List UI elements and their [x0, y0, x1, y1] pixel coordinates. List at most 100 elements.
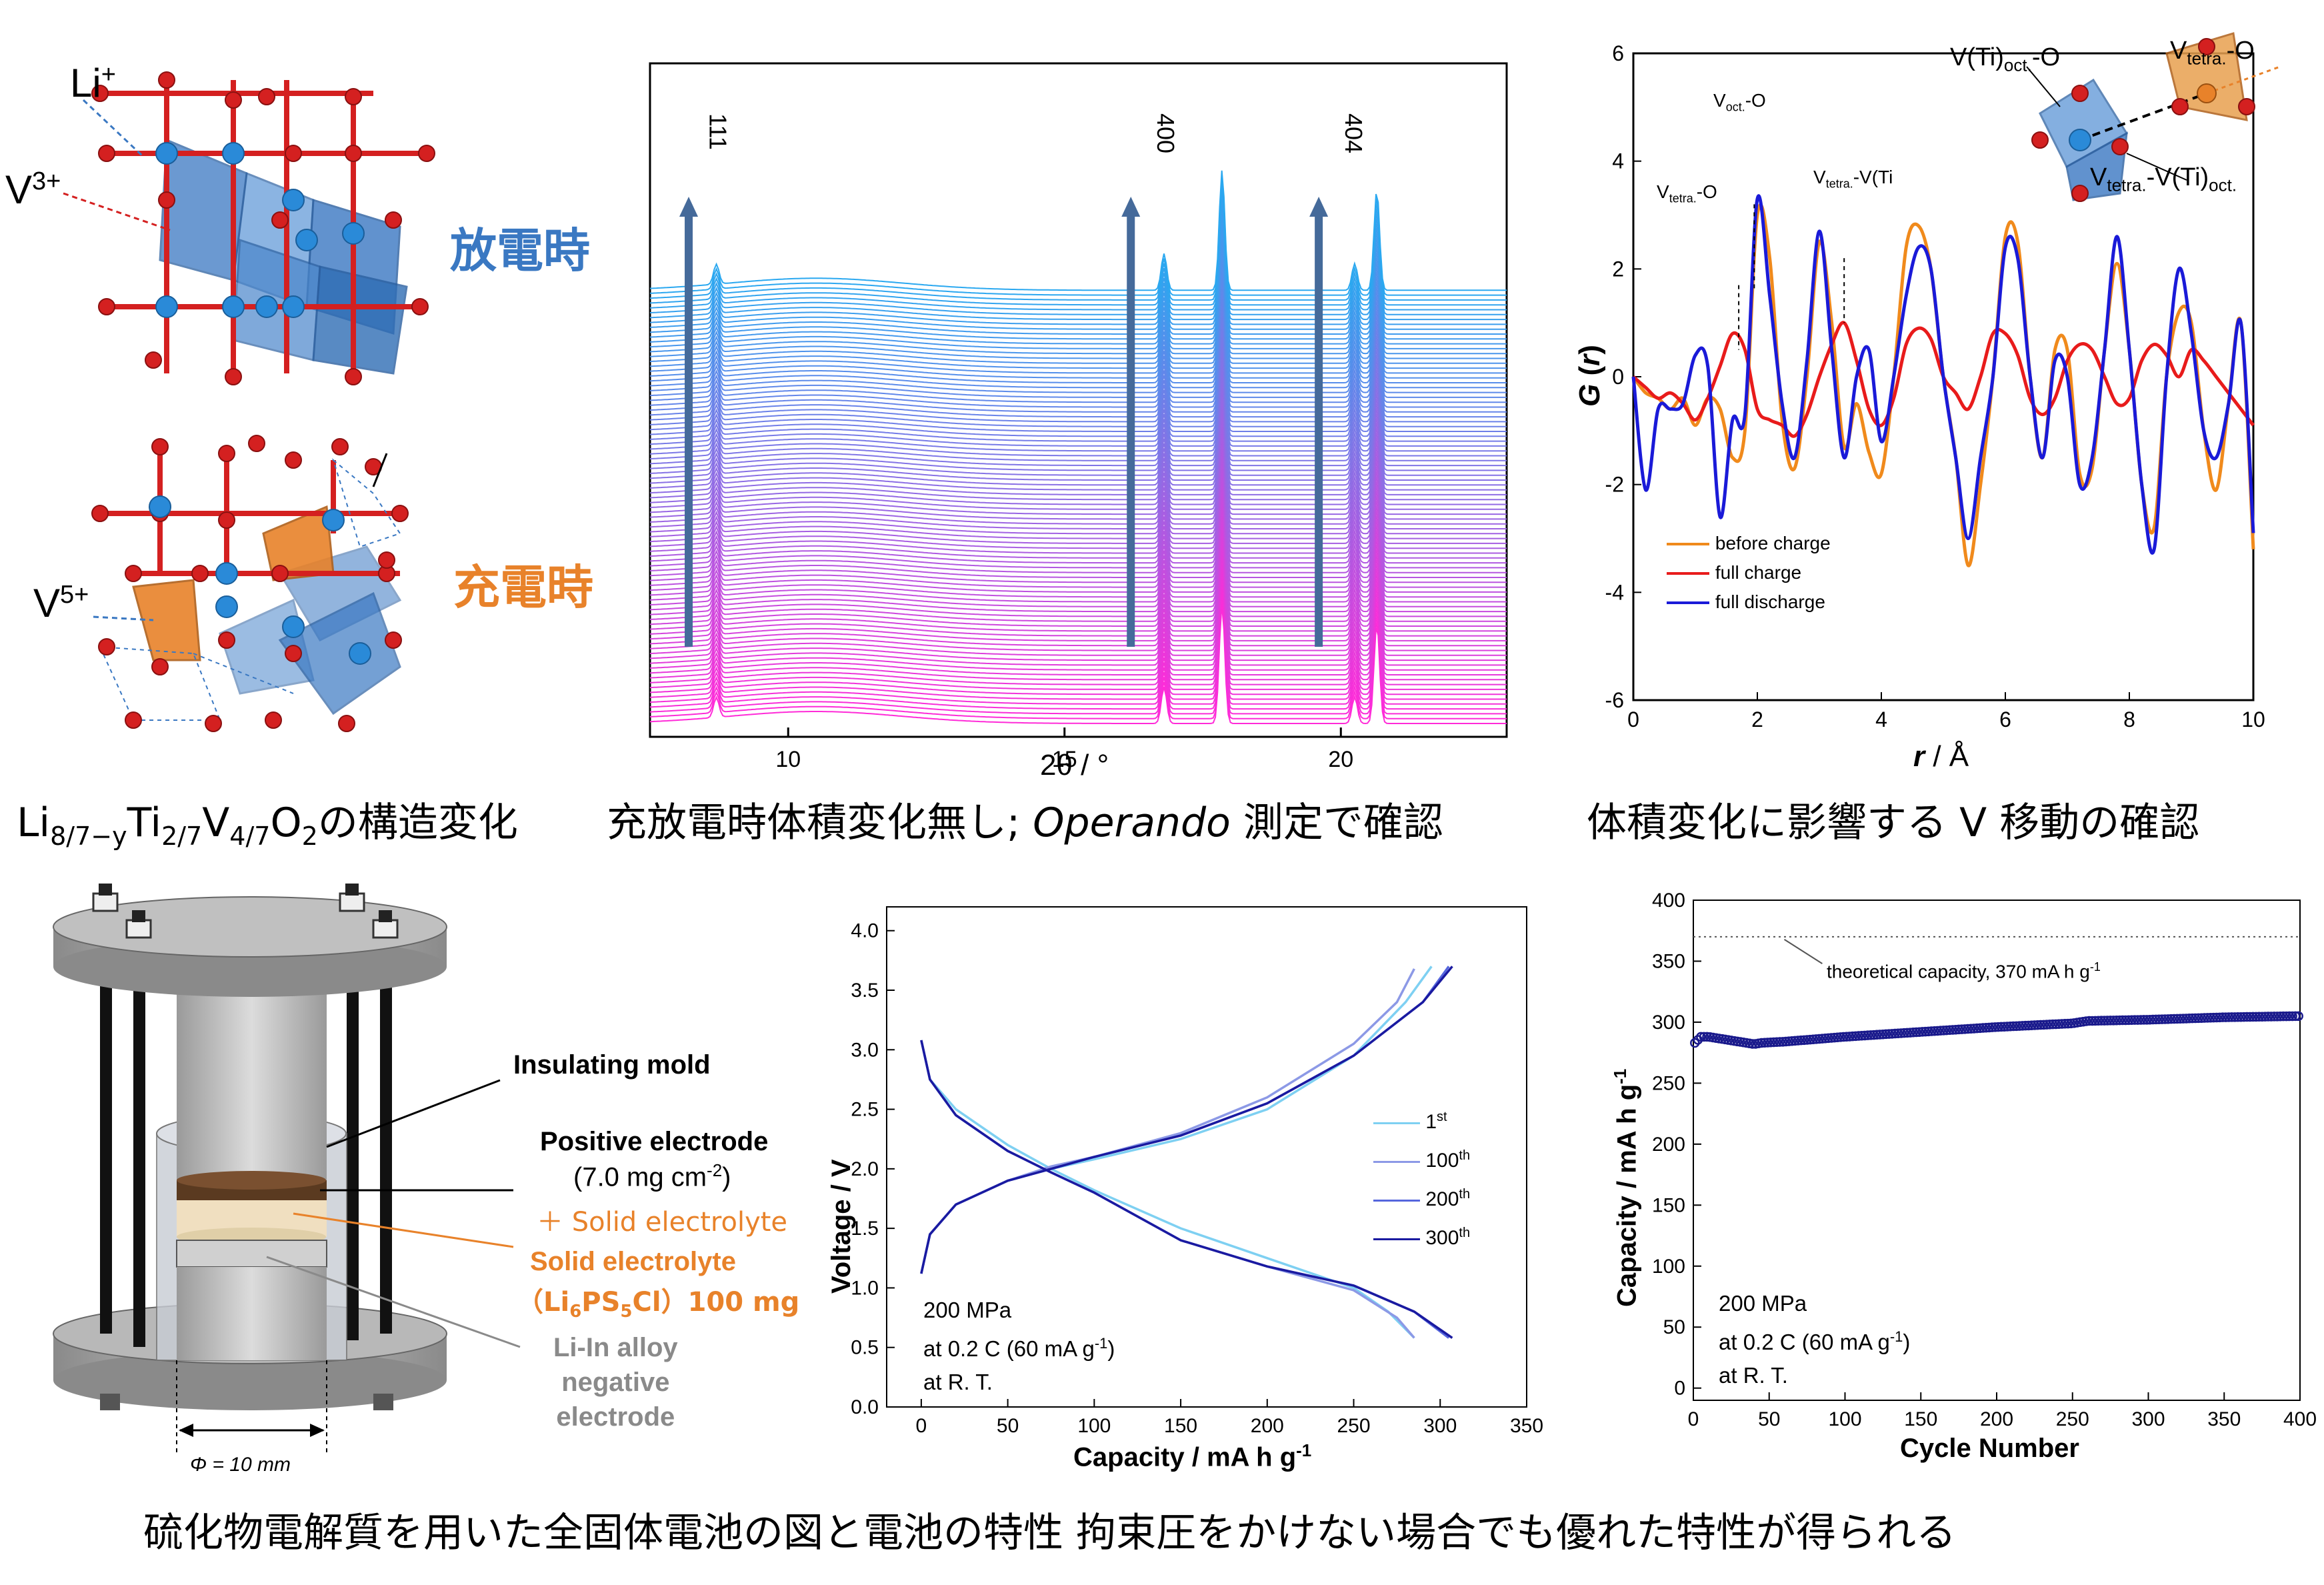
cycle-point	[1763, 1038, 1773, 1048]
cycle-point	[2093, 1016, 2103, 1026]
cycle-point	[1926, 1026, 1937, 1036]
cycle-point	[1990, 1022, 2000, 1032]
xrd-scan-line	[649, 331, 1507, 452]
cycle-point	[2002, 1022, 2013, 1032]
cy-x-tick-label: 50	[1758, 1408, 1780, 1430]
cy-x-tick-label: 400	[2283, 1408, 2317, 1430]
cycle-point	[2242, 1012, 2252, 1022]
cycle-point	[1917, 1027, 1927, 1037]
cd-xlabel: Capacity / mA h g-1	[1073, 1440, 1312, 1472]
cycle-point	[2123, 1015, 2134, 1026]
xrd-scan-line	[649, 589, 1507, 710]
cycle-point	[1863, 1030, 1873, 1040]
xrd-scan-line	[649, 180, 1507, 301]
xrd-scan-line	[649, 287, 1507, 408]
xrd-scan-line	[649, 170, 1507, 291]
theoretical-label: theoretical capacity, 370 mA h g-1	[1827, 960, 2101, 982]
xrd-scan-line	[649, 189, 1507, 311]
cd-plot-frame	[886, 906, 1527, 1408]
cycle-point	[1959, 1024, 1970, 1034]
cd-discharge-curve-1	[920, 1040, 1415, 1339]
charged-structure	[91, 435, 409, 732]
xrd-scan-line	[649, 555, 1507, 676]
cycle-point	[2172, 1014, 2182, 1024]
caption-bottom: 硫化物電解質を用いた全固体電池の図と電池の特性 拘束圧をかけない場合でも優れた特…	[143, 1510, 1957, 1556]
cycle-point	[2209, 1012, 2219, 1023]
cycle-point	[1851, 1031, 1861, 1042]
cycle-point	[1875, 1030, 1885, 1040]
xrd-scan-line	[649, 559, 1507, 681]
cycle-point	[1777, 1037, 1788, 1047]
cycle-point	[1759, 1038, 1770, 1048]
cycle-point	[1878, 1029, 1888, 1040]
cycle-point	[1769, 1037, 1779, 1048]
cycle-point	[1899, 1028, 1909, 1038]
legend-item-1st: 1st	[1373, 1100, 1470, 1139]
cycle-point	[1893, 1028, 1903, 1039]
cd-ylabel: Voltage / V	[827, 1159, 856, 1294]
legend-item-100th: 100th	[1373, 1139, 1470, 1178]
caption-structure: Li8/7−yTi2/7V4/7O2の構造変化	[17, 800, 518, 851]
caption-pdf: 体積変化に影響する V 移動の確認	[1587, 800, 2200, 846]
cd-x-tick-label: 100	[1077, 1415, 1111, 1437]
insulating-mold-label: Insulating mold	[513, 1050, 711, 1080]
cd-x-tick-label: 0	[916, 1415, 927, 1437]
xrd-scan-line	[649, 409, 1507, 530]
xrd-scan-line	[649, 565, 1507, 685]
cd-y-tick-label: 0.0	[851, 1396, 879, 1418]
cycle-point	[1929, 1026, 1939, 1036]
cd-charge-curve-300	[920, 966, 1453, 1274]
xrd-scan-line	[649, 501, 1507, 622]
xrd-scan-line	[649, 540, 1507, 661]
cycle-point	[2166, 1014, 2176, 1024]
cd-charge-curve-200	[920, 966, 1450, 1274]
cycle-point	[2281, 1011, 2291, 1022]
cycle-point	[2121, 1015, 2131, 1026]
pdf-x-tick-label: 8	[2123, 707, 2135, 731]
cy-conditions: 200 MPa at 0.2 C (60 mA g-1) at R. T.	[1719, 1291, 1911, 1388]
pdf-x-tick-label: 2	[1751, 707, 1763, 731]
cycle-point	[2266, 1012, 2277, 1022]
cycle-life-chart: 0 50 100 150 200 250 300 350 400 0 50 100 150 200 250 3…	[1652, 890, 2317, 1430]
annot-voct-o: Voct.-O	[1713, 90, 1766, 114]
xrd-scan-line	[649, 379, 1507, 501]
xrd-scan-line	[649, 516, 1507, 637]
cy-x-tick-label: 0	[1688, 1408, 1699, 1430]
cycle-point	[1999, 1022, 2009, 1032]
cd-charge-curve-100	[920, 968, 1415, 1274]
xrd-scan-line	[649, 195, 1507, 315]
cycle-point	[2227, 1012, 2237, 1022]
cycle-point	[2020, 1020, 2031, 1031]
cycle-point	[2196, 1013, 2207, 1023]
cycle-point	[2217, 1012, 2228, 1022]
cycle-point	[2169, 1014, 2179, 1024]
cycle-point	[2175, 1014, 2185, 1024]
xrd-scan-line	[649, 238, 1507, 359]
cycle-point	[2035, 1020, 2046, 1030]
xrd-scan-line	[649, 267, 1507, 389]
cycle-point	[2245, 1012, 2255, 1022]
cycle-point	[2287, 1011, 2297, 1022]
xrd-scan-line	[649, 423, 1507, 544]
pdf-xlabel: r / Å	[1913, 740, 1969, 773]
pdf-y-tick-label: 0	[1612, 365, 1624, 389]
cy-y-tick-label: 350	[1652, 950, 1685, 972]
cycle-point	[2278, 1011, 2289, 1022]
cycle-point	[1905, 1028, 1915, 1038]
cd-x-tick-label: 250	[1337, 1415, 1371, 1437]
pdf-chart: 0 2 4 6 8 10 -6 -4 -2 0 2 4 6	[1605, 41, 2265, 731]
cy-y-tick-label: 400	[1652, 890, 1685, 912]
cycle-point	[2102, 1016, 2113, 1026]
xrd-peak-label: 111	[704, 113, 731, 150]
cycle-point	[2041, 1020, 2052, 1030]
cycle-point	[1969, 1024, 1979, 1034]
cd-x-tick-label: 50	[997, 1415, 1019, 1437]
cycle-point	[2284, 1011, 2295, 1022]
xrd-scan-line	[649, 263, 1507, 384]
xrd-scan-line	[649, 243, 1507, 364]
xrd-scan-line	[649, 530, 1507, 651]
se-formula-label: （Li6PS5Cl）100 mg	[517, 1287, 800, 1322]
xrd-tick-label: 20	[1328, 747, 1353, 772]
v3-label: V3+	[5, 167, 61, 212]
xrd-scan-line	[649, 233, 1507, 355]
